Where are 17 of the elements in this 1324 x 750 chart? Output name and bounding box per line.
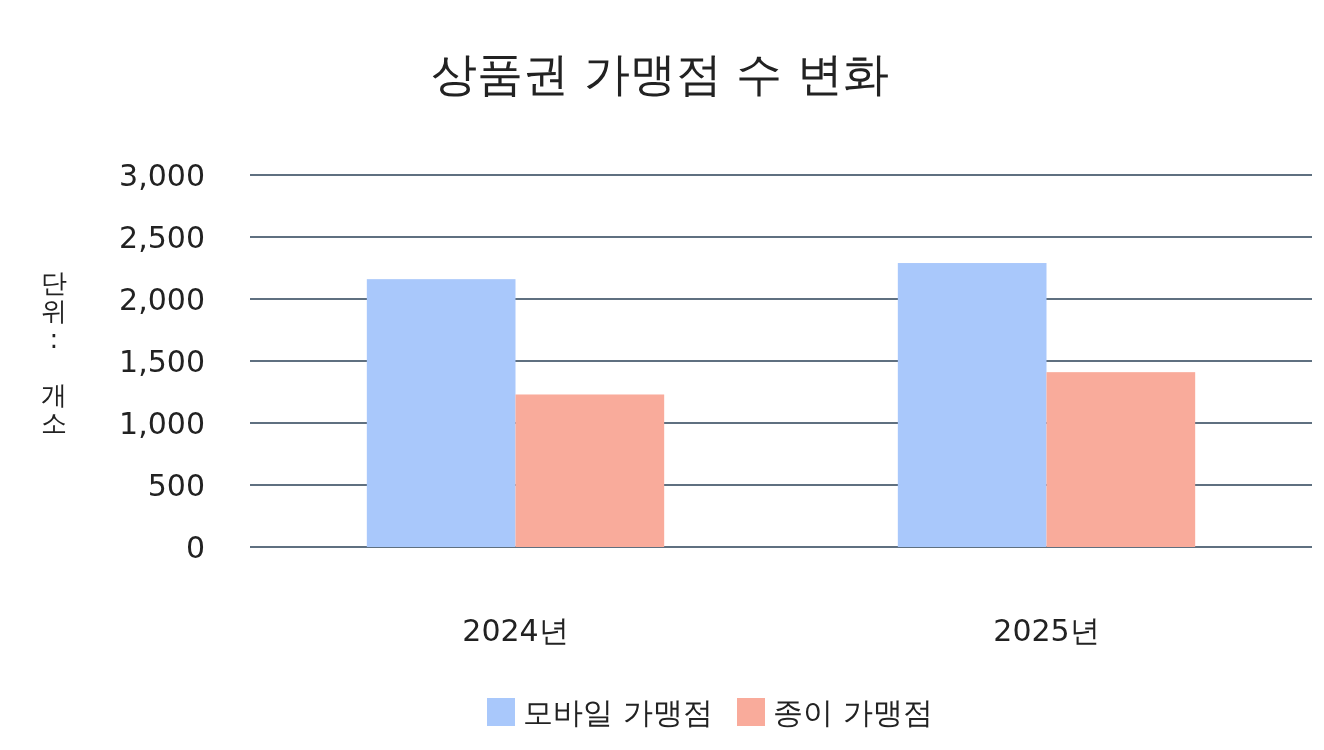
legend-label: 종이 가맹점 [773, 694, 933, 730]
bar [366, 279, 516, 547]
bar [897, 263, 1047, 547]
y-tick-label: 0 [185, 529, 205, 565]
bar [1046, 372, 1196, 547]
y-tick-label: 3,000 [119, 157, 205, 193]
x-tick-label: 2024년 [462, 612, 569, 648]
chart-title: 상품권 가맹점 수 변화 [431, 47, 889, 101]
y-axis-title: 단위: 개소 [41, 268, 67, 438]
y-tick-label: 1,000 [119, 405, 205, 441]
legend-label: 모바일 가맹점 [523, 694, 713, 730]
y-tick-label: 1,500 [119, 343, 205, 379]
x-tick-label: 2025년 [993, 612, 1100, 648]
y-tick-label: 2,000 [119, 281, 205, 317]
y-tick-label: 500 [147, 467, 205, 503]
y-tick-label: 2,500 [119, 219, 205, 255]
bar [515, 394, 665, 547]
